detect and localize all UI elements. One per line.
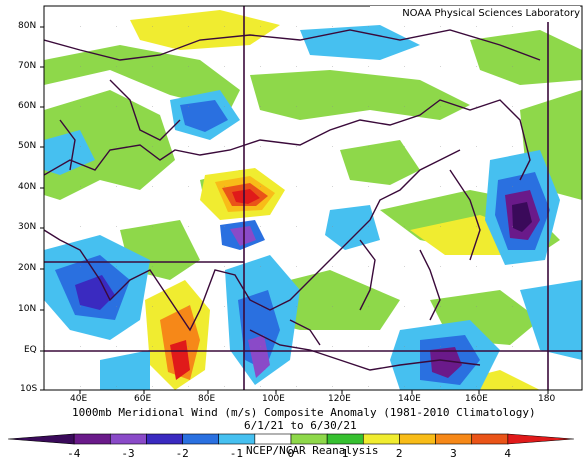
colorbar-swatch (7, 433, 75, 445)
lon-label: 60E (134, 394, 152, 404)
colorbar-tick-label: -1 (229, 447, 244, 460)
lat-label: 10N (18, 304, 37, 314)
colorbar-tick-label: -2 (175, 447, 189, 460)
colorbar-tick-label: 3 (450, 447, 457, 460)
colorbar-swatch (254, 433, 292, 445)
colorbar-tick-label: 1 (341, 447, 349, 460)
credit-label: NOAA Physical Sciences Laboratory (370, 6, 580, 22)
colorbar-tick-label: 4 (504, 447, 511, 460)
coastlines (44, 29, 541, 371)
lat-label: 60N (18, 101, 37, 111)
lat-label: 70N (18, 61, 37, 71)
region-boxes (44, 6, 582, 390)
lat-label: 40N (18, 182, 37, 192)
colorbar (7, 433, 575, 445)
lat-label: 30N (18, 222, 37, 232)
colorbar-tick-label: -3 (121, 447, 135, 460)
colorbar-tick-label: 2 (395, 447, 403, 460)
colorbar-tick-label: 0 (287, 447, 295, 460)
lon-label: 80E (198, 394, 216, 404)
colorbar-swatch (218, 433, 256, 445)
colorbar-swatch (73, 433, 111, 445)
colorbar-swatch (435, 433, 473, 445)
colorbar-swatch (362, 433, 400, 445)
colorbar-swatch (507, 433, 575, 445)
lon-label: 100E (262, 394, 285, 404)
map-title: 1000mb Meridional Wind (m/s) Composite A… (72, 406, 536, 419)
colorbar-tick-label: -4 (67, 447, 81, 460)
colorbar-swatch (109, 433, 147, 445)
lon-label: 160E (465, 394, 488, 404)
lat-label: 50N (18, 141, 37, 151)
lat-label: 80N (18, 21, 37, 31)
colorbar-swatch (399, 433, 436, 445)
colorbar-swatch (471, 433, 509, 445)
colorbar-swatch (146, 433, 183, 445)
dataset-label: NCEP/NCAR Reanalysis (246, 444, 379, 457)
lat-label: 10S (20, 384, 38, 394)
lat-label: EQ (24, 345, 37, 355)
lon-label: 180 (538, 394, 556, 404)
colorbar-swatch (326, 433, 364, 445)
colorbar-swatch (290, 433, 328, 445)
date-range: 6/1/21 to 6/30/21 (244, 419, 357, 432)
lat-label: 20N (18, 263, 37, 273)
lon-label: 140E (398, 394, 421, 404)
lon-label: 120E (328, 394, 351, 404)
lon-label: 40E (70, 394, 88, 404)
colorbar-swatch (182, 433, 220, 445)
